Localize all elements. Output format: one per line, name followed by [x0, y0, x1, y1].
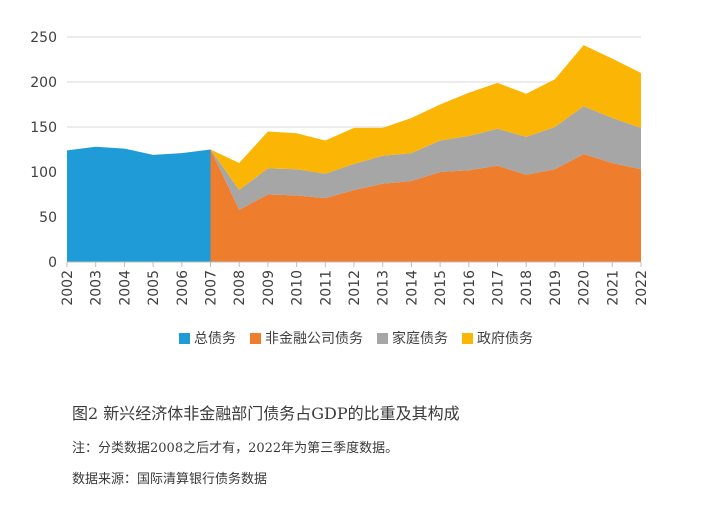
legend-swatch — [179, 332, 190, 344]
x-tick-label: 2002 — [60, 270, 76, 306]
x-tick-label: 2018 — [519, 270, 535, 306]
x-tick-label: 2011 — [318, 270, 334, 306]
y-tick-label: 0 — [48, 255, 57, 271]
legend-label: 总债务 — [194, 331, 236, 347]
x-tick-label: 2010 — [290, 270, 306, 306]
x-axis: 2002 2003 2004 2005 2006 2007 2008 2009 2010 2011… — [60, 261, 650, 306]
x-tick-label: 2021 — [605, 270, 621, 306]
legend-label: 政府债务 — [477, 331, 533, 347]
figure-caption: 图2 新兴经济体非金融部门债务占GDP的比重及其构成 — [72, 404, 460, 423]
data-source: 数据来源：国际清算银行债务数据 — [72, 472, 268, 487]
area-series-total-debt — [67, 146, 240, 262]
x-tick-label: 2004 — [117, 270, 133, 306]
y-tick-label: 100 — [30, 165, 57, 181]
legend-item: 家庭债务 — [377, 328, 448, 348]
x-tick-label: 2017 — [491, 270, 507, 306]
legend-swatch — [250, 332, 261, 344]
legend: 总债务 非金融公司债务 家庭债务 政府债务 — [0, 326, 712, 350]
y-axis: 0 50 100 150 200 250 — [30, 30, 57, 271]
area-series-1 — [210, 149, 641, 262]
y-tick-label: 250 — [30, 30, 57, 46]
y-tick-label: 50 — [39, 210, 57, 226]
legend-swatch — [377, 332, 388, 344]
legend-label: 家庭债务 — [392, 331, 448, 347]
area-series-3 — [210, 45, 641, 190]
legend-item: 政府债务 — [462, 328, 533, 348]
y-tick-label: 200 — [30, 75, 57, 91]
x-tick-label: 2003 — [89, 270, 105, 306]
figure-note: 注：分类数据2008之后才有，2022年为第三季度数据。 — [72, 441, 399, 456]
legend-item: 总债务 — [179, 328, 236, 348]
x-tick-label: 2016 — [462, 270, 478, 306]
x-tick-label: 2020 — [577, 270, 593, 306]
x-tick-label: 2006 — [175, 270, 191, 306]
x-tick-label: 2009 — [261, 270, 277, 306]
legend-item: 非金融公司债务 — [250, 328, 363, 348]
area-chart: 0 50 100 150 200 250 2002 2003 2004 2005 2006 2007… — [30, 30, 650, 306]
area-series-2 — [210, 106, 641, 210]
x-tick-label: 2015 — [433, 270, 449, 306]
x-tick-label: 2013 — [376, 270, 392, 306]
x-tick-label: 2019 — [548, 270, 564, 306]
x-tick-label: 2014 — [404, 270, 420, 306]
x-tick-label: 2022 — [634, 270, 650, 306]
x-tick-label: 2008 — [232, 270, 248, 306]
x-tick-label: 2012 — [347, 270, 363, 306]
x-tick-label: 2007 — [204, 270, 220, 306]
series-areas — [67, 45, 641, 262]
legend-label: 非金融公司债务 — [265, 331, 363, 347]
legend-swatch — [462, 332, 473, 344]
y-tick-label: 150 — [30, 120, 57, 136]
x-tick-label: 2005 — [146, 270, 162, 306]
